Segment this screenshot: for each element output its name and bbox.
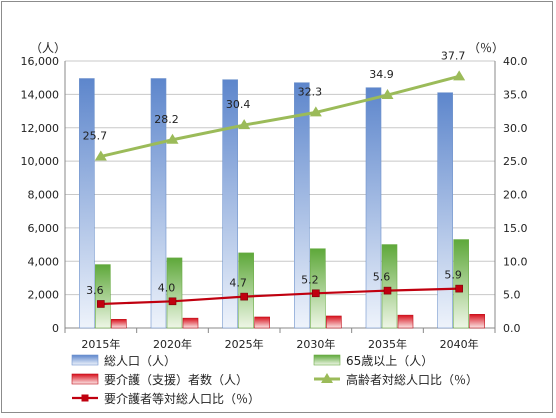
aged-65-plus-bar: [238, 252, 254, 329]
aged-ratio-label: 34.9: [369, 68, 394, 81]
care-ratio-point: [168, 297, 177, 306]
data-labels: 25.7 28.2 30.4 32.3 34.9 37.7 3.6 4.0 4.7 5.2 5.6 5…: [83, 49, 466, 297]
legend-label: 要介護（支援）者数（人）: [104, 372, 248, 387]
care-required-bar: [397, 314, 414, 329]
lines: [94, 70, 466, 308]
legend-swatch: [313, 354, 341, 366]
aged-ratio-point: [381, 89, 394, 100]
care-ratio-point: [383, 286, 392, 295]
bars: [79, 78, 485, 329]
right-tick-label: 25.0: [503, 155, 528, 168]
legend-label: 65歳以上（人）: [346, 354, 433, 368]
x-tick-label: 2025年: [225, 337, 264, 351]
right-tick-label: 0.0: [503, 322, 521, 335]
care-ratio-label: 4.7: [229, 277, 247, 290]
care-ratio-label: 4.0: [158, 281, 176, 294]
x-tick-label: 2020年: [153, 337, 192, 351]
care-ratio-label: 5.9: [444, 269, 462, 282]
left-tick-label: 0: [52, 322, 59, 335]
left-tick-label: 16,000: [21, 55, 60, 68]
right-tick-label: 30.0: [503, 122, 528, 135]
care-ratio-point: [455, 284, 463, 293]
legend-label: 総人口（人）: [104, 354, 176, 368]
aged-ratio-label: 25.7: [83, 129, 108, 142]
aged-65-plus-bar: [381, 244, 398, 329]
aged-65-plus-bar: [166, 257, 183, 329]
aged-ratio-label: 30.4: [226, 98, 251, 111]
aged-65-plus-bar: [95, 264, 111, 329]
left-tick-label: 10,000: [21, 155, 60, 168]
right-tick-label: 40.0: [503, 55, 528, 68]
aged-ratio-point: [94, 150, 107, 161]
chart-frame: 0 2,000 4,000 6,000 8,000 10,000 12,000 14,000 1…: [1, 1, 553, 413]
care-ratio-point: [312, 289, 320, 298]
legend-aged-ratio: 高齢者対総人口比（％）: [314, 372, 478, 387]
right-axis-unit: （％）: [468, 41, 504, 55]
total-population-bar: [222, 79, 238, 329]
right-tick-label: 10.0: [503, 255, 528, 268]
aged-ratio-label: 32.3: [298, 85, 323, 98]
legend-label: 要介護者等対総人口比（％）: [104, 391, 260, 406]
total-population-bar: [437, 92, 453, 329]
aged-ratio-point: [238, 119, 251, 130]
legend-care-ratio: 要介護者等対総人口比（％）: [72, 391, 260, 406]
left-tick-label: 2,000: [28, 289, 60, 302]
left-tick-label: 6,000: [28, 222, 60, 235]
legend-swatch: [71, 354, 99, 366]
x-tick-label: 2040年: [440, 337, 479, 351]
aged-ratio-point: [309, 106, 322, 117]
left-axis-unit: （人）: [30, 41, 66, 55]
care-required-bar: [111, 319, 127, 329]
aged-65-plus-bar: [310, 248, 326, 329]
right-tick-label: 5.0: [503, 289, 521, 302]
legend-marker: [81, 394, 89, 402]
legend-aged-65-plus: 65歳以上（人）: [313, 354, 433, 368]
chart-svg: 0 2,000 4,000 6,000 8,000 10,000 12,000 14,000 1…: [21, 41, 528, 406]
care-ratio-point: [97, 300, 105, 308]
x-tick-label: 2035年: [368, 337, 407, 351]
left-tick-label: 14,000: [21, 88, 60, 101]
aged-ratio-line: [100, 74, 460, 158]
total-population-bar: [365, 87, 382, 329]
care-ratio-line: [100, 287, 460, 306]
care-required-bar: [469, 314, 485, 329]
total-population-bar: [294, 82, 310, 329]
legend-total-population: 総人口（人）: [71, 354, 176, 368]
aged-ratio-point: [166, 133, 179, 144]
aged-ratio-point: [453, 70, 466, 81]
total-population-bar: [79, 78, 95, 329]
care-required-bar: [182, 317, 199, 329]
x-tick-label: 2030年: [296, 337, 335, 351]
legend-marker: [321, 373, 333, 383]
aged-ratio-label: 28.2: [154, 113, 179, 126]
care-required-bar: [326, 315, 342, 329]
care-ratio-label: 3.6: [86, 284, 104, 297]
legend-label: 高齢者対総人口比（％）: [346, 372, 478, 387]
care-ratio-label: 5.2: [301, 273, 319, 286]
aged-ratio-label: 37.7: [441, 49, 466, 62]
legend-care-required: 要介護（支援）者数（人）: [71, 372, 248, 387]
care-required-bar: [254, 316, 270, 329]
right-tick-label: 20.0: [503, 189, 528, 202]
left-tick-label: 12,000: [21, 122, 60, 135]
right-tick-label: 35.0: [503, 88, 528, 101]
axes: 0 2,000 4,000 6,000 8,000 10,000 12,000 14,000 1…: [21, 41, 528, 351]
left-tick-label: 8,000: [28, 189, 60, 202]
care-ratio-label: 5.6: [373, 271, 391, 284]
care-ratio-point: [240, 292, 248, 301]
legend: 総人口（人） 65歳以上（人） 要介護（支援）者数（人） 高齢者対総人口比（％） 要介護…: [71, 354, 478, 406]
x-tick-label: 2015年: [81, 337, 120, 351]
left-tick-label: 4,000: [28, 255, 60, 268]
aged-65-plus-bar: [453, 239, 469, 329]
gridlines: [65, 60, 495, 296]
right-tick-label: 15.0: [503, 222, 528, 235]
legend-swatch: [71, 373, 99, 385]
